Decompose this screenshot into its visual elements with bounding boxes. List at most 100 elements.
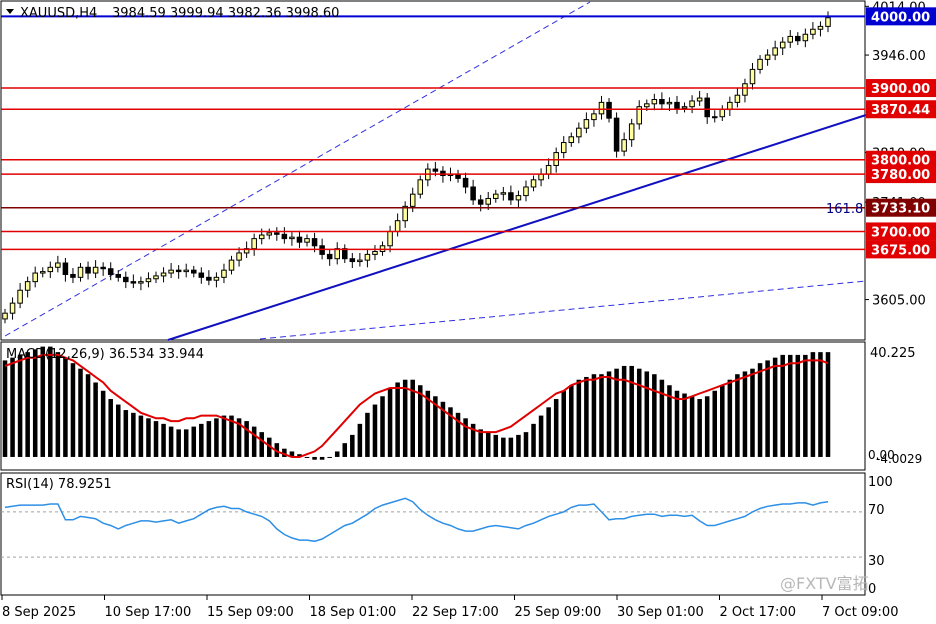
macd-bar [146,418,151,457]
macd-bar [402,379,408,457]
candle-body [719,109,726,118]
macd-bar [463,418,468,457]
macd-bar [501,437,506,457]
macd-bar [365,412,370,457]
macd-bar [689,396,695,457]
macd-bar [40,346,46,457]
macd-bar [17,354,23,457]
candle-body [47,266,54,273]
upper-channel-line [4,1,591,337]
macd-bar [10,357,15,457]
candle-body [636,106,643,125]
candle-body [432,168,439,172]
candle-body [175,269,182,273]
macd-bar [282,448,287,457]
candle-body [621,139,627,152]
candle-body [628,123,635,141]
candle-body [55,262,61,268]
macd-bar [584,376,589,457]
macd-bar [644,371,650,457]
candle-body [258,234,265,240]
candle-body [659,99,665,105]
macd-bar [304,456,310,458]
macd-bar [636,368,642,457]
macd-bar [387,387,393,457]
macd-bar [448,407,453,457]
candle-body [757,58,763,70]
candle-body [123,276,129,283]
candle-body [190,269,197,274]
candle-body [92,266,99,274]
candle-body [500,192,507,195]
time-tick-label: 22 Sep 17:00 [412,605,499,620]
candle-body [515,195,522,201]
candle-body [183,269,189,273]
candle-body [115,273,122,278]
candle-body [364,253,371,261]
candle-body [470,186,476,201]
rsi-pane[interactable] [0,472,866,596]
candle-body [681,106,688,109]
macd-bar [629,365,634,457]
time-tick-label: 18 Sep 01:00 [310,605,397,620]
level-tag-label: 3900.00 [871,82,930,97]
rsi-axis-30: 30 [868,554,885,569]
level-tag-label: 3870.44 [871,103,930,118]
macd-bar [221,415,227,457]
candle-body [311,238,318,247]
watermark: @FXTV富拓 [780,574,869,593]
time-tick-label: 8 Sep 2025 [2,605,76,620]
macd-bar [425,390,431,457]
candle-body [251,238,257,250]
macd-bar [765,360,770,457]
macd-bar [25,352,30,457]
candle-body [417,179,424,195]
macd-bar [395,382,400,457]
macd-bar [312,456,317,460]
candle-body [810,28,816,35]
support-trend-line [167,114,867,341]
candle-body [85,266,91,274]
candle-body [704,97,710,118]
candle-body [485,197,491,205]
symbol-menu-icon[interactable] [6,9,14,14]
candle-body [402,205,408,222]
symbol-label: XAUUSD,H4 [20,6,97,21]
candle-body [742,83,748,96]
candle-body [530,179,537,188]
macd-bar [795,354,801,457]
macd-bar [569,385,574,457]
candle-body [296,236,303,243]
trend-lines [4,1,867,341]
candle-body [198,272,205,278]
macd-bar [418,385,423,457]
candle-body [32,272,38,283]
candle-body [349,258,356,263]
macd-bar [55,352,61,457]
macd-bar [244,421,249,457]
macd-label: MACD(12,26,9) 36.534 33.944 [6,347,204,362]
macd-bar [485,432,491,457]
macd-bar [115,404,121,457]
macd-bar [327,456,332,458]
price-tick-label: 3946.00 [872,49,926,64]
candle-body [779,41,786,49]
macd-bar [440,401,446,457]
rsi-axis-100: 100 [868,475,893,490]
candle-body [825,17,831,27]
candle-body [2,312,8,320]
candle-body [409,193,416,207]
candle-body [764,54,771,60]
macd-bar [750,368,755,457]
macd-bar [652,374,657,457]
candle-body [689,100,695,108]
candle-body [727,101,733,111]
candle-body [236,252,242,261]
candle-body [228,259,235,271]
macd-bar [704,396,710,457]
candle-body [281,233,288,240]
macd-bar [516,434,521,457]
horizontal-levels[interactable] [1,15,865,251]
macd-bar [523,432,529,457]
